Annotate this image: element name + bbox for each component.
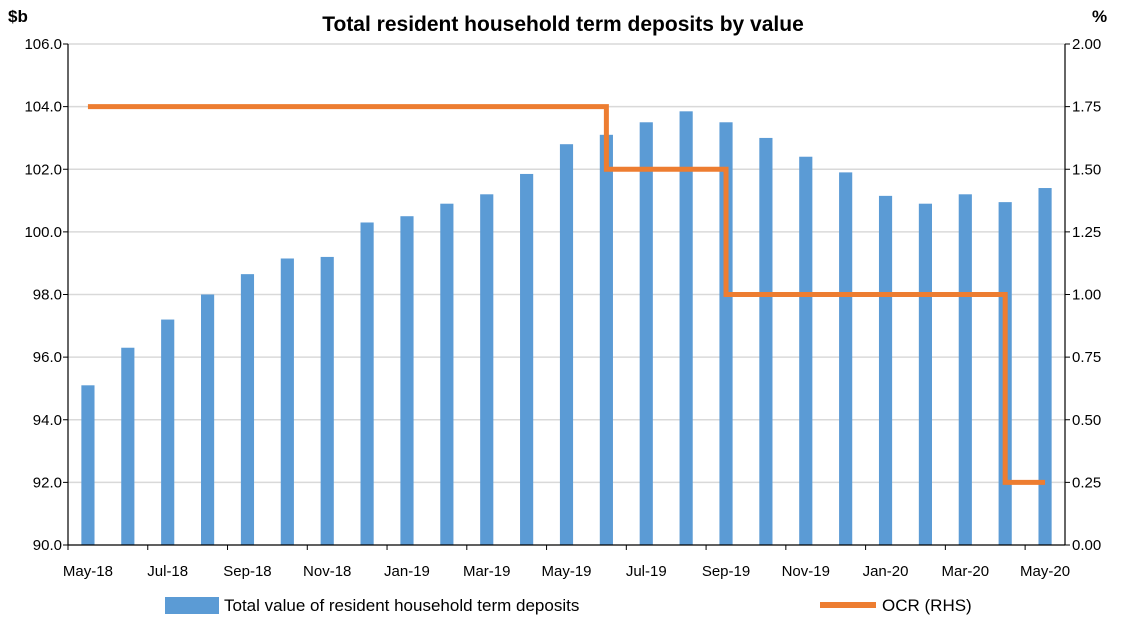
deposit-bar [639,122,653,545]
deposit-bar [440,203,454,545]
deposit-bar [878,195,893,545]
right-tick-label: 0.00 [1072,537,1101,554]
right-axis-ticks: 2.00 1.75 1.50 1.25 1.00 0.75 0.50 0.25 0.00 [1072,36,1101,554]
left-tick-label: 90.0 [33,537,62,554]
ocr-line [87,104,1046,485]
right-tick-label: 1.75 [1072,99,1101,116]
left-tick-label: 92.0 [33,474,62,491]
left-tick-label: 98.0 [33,287,62,304]
deposit-bar [81,385,95,545]
right-tick-label: 1.50 [1072,161,1101,178]
left-axis-ticks: 106.0 104.0 102.0 100.0 98.0 96.0 94.0 92.0 90.0 [24,36,62,554]
left-tick-label: 102.0 [24,161,62,178]
right-tick-label: 1.25 [1072,224,1101,241]
deposit-bar [161,319,175,545]
deposit-bar [918,203,933,545]
left-tick-label: 104.0 [24,99,62,116]
x-tick-label: Sep-19 [702,563,750,580]
x-tick-label: Nov-18 [303,563,351,580]
legend-bar-swatch [165,597,219,614]
right-axis-unit: % [1092,7,1107,26]
legend-line-label: OCR (RHS) [882,596,972,615]
deposit-bar [1038,188,1052,545]
deposit-bar [958,194,972,546]
x-tick-label: Jul-19 [626,563,667,580]
right-tick-label: 2.00 [1072,36,1101,53]
deposit-bar [200,294,215,545]
x-tick-label: Sep-18 [223,563,271,580]
deposit-bars [81,111,1052,546]
right-tick-label: 1.00 [1072,287,1101,304]
deposit-bar [759,137,773,545]
right-tick-label: 0.75 [1072,349,1101,366]
deposit-bar [799,156,813,545]
x-axis-ticks: May-18 Jul-18 Sep-18 Nov-18 Jan-19 Mar-19 May-… [63,563,1070,580]
left-tick-label: 100.0 [24,224,62,241]
x-tick-label: Jul-18 [147,563,188,580]
legend-bar-label: Total value of resident household term d… [224,596,579,615]
left-tick-label: 106.0 [24,36,62,53]
deposit-bar [280,258,294,545]
deposit-bar [679,111,693,546]
x-tick-label: May-19 [541,563,591,580]
legend: Total value of resident household term d… [165,596,972,615]
axes [63,43,1070,550]
deposit-bar [240,274,255,545]
x-tick-label: May-20 [1020,563,1070,580]
deposit-bar [599,134,613,545]
x-tick-label: Nov-19 [782,563,830,580]
deposit-bar [480,194,494,546]
deposit-bar [839,172,853,545]
right-tick-label: 0.25 [1072,474,1101,491]
left-axis-unit: $b [8,7,28,26]
x-tick-label: May-18 [63,563,113,580]
deposit-bar [559,144,574,545]
deposit-bar [360,222,374,545]
left-tick-label: 94.0 [33,412,62,429]
x-tick-label: Jan-20 [863,563,909,580]
x-tick-label: Mar-20 [942,563,990,580]
x-tick-label: Jan-19 [384,563,430,580]
deposit-bar [400,216,414,545]
deposit-bar [719,122,733,545]
chart-title: Total resident household term deposits b… [322,13,804,36]
deposit-bar [121,347,135,545]
left-tick-label: 96.0 [33,349,62,366]
x-tick-label: Mar-19 [463,563,511,580]
deposit-bar [320,256,334,545]
right-tick-label: 0.50 [1072,412,1101,429]
deposit-bar [520,173,534,545]
ocr-line-group [87,104,1046,485]
